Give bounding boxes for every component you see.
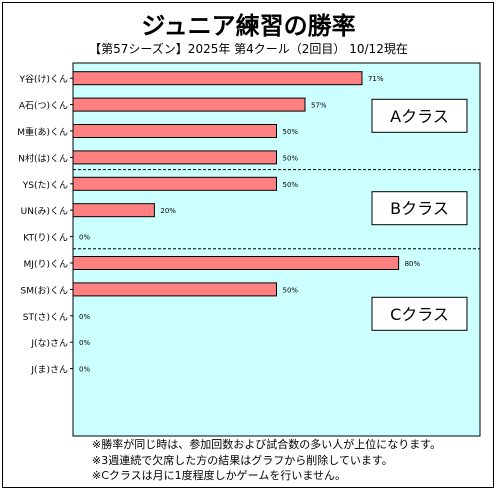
group-box-3 — [371, 296, 468, 331]
group-label-1: Aクラス — [390, 107, 449, 126]
footnote-c-class: ※Cクラスは月に1度程度しかゲームを行いません。 — [92, 469, 347, 482]
footnotes: ※勝率が同じ時は、参加回数および試合数の多い人が上位になります。 ※3週連続で欠… — [92, 437, 492, 484]
category-label: J(な)さん — [30, 338, 68, 349]
value-label: 50% — [283, 128, 299, 136]
category-label: J(ま)さん — [30, 365, 68, 376]
group-box-2 — [371, 191, 468, 226]
value-label: 57% — [311, 102, 327, 110]
category-label: N村(は)くん — [18, 152, 68, 164]
value-label: 20% — [160, 207, 176, 215]
bar — [72, 256, 400, 270]
bar — [72, 124, 277, 138]
value-label: 50% — [283, 154, 299, 162]
group-box-1 — [371, 98, 468, 133]
group-label-3: Cクラス — [390, 305, 449, 324]
value-label: 71% — [368, 75, 384, 83]
category-label: YS(た)くん — [22, 180, 68, 191]
value-label: 0% — [79, 339, 90, 347]
value-label: 80% — [405, 260, 421, 268]
group-label-2: Bクラス — [390, 199, 449, 218]
footnote-absence: ※3週連続で欠席した方の結果はグラフから削除しています。 — [92, 453, 393, 467]
category-label: ST(さ)くん — [23, 312, 68, 323]
category-label: A石(つ)くん — [19, 101, 68, 112]
category-label: UN(み)くん — [21, 206, 68, 217]
bar — [72, 150, 277, 165]
bar — [72, 282, 277, 297]
chart-subtitle: 【第57シーズン】2025年 第4クール（2回目） 10/12現在 — [89, 42, 408, 56]
value-label: 0% — [79, 366, 90, 374]
value-label: 0% — [79, 234, 90, 242]
footnote-tiebreak: ※勝率が同じ時は、参加回数および試合数の多い人が上位になります。 — [92, 438, 442, 451]
category-label: Y谷(け)くん — [18, 74, 68, 85]
value-label: 50% — [283, 286, 299, 294]
category-label: KT(り)くん — [23, 233, 68, 244]
value-label: 50% — [283, 181, 299, 189]
bar — [72, 71, 363, 86]
category-label: SM(お)くん — [20, 285, 68, 296]
chart-title: ジュニア練習の勝率 — [141, 12, 356, 40]
bar — [72, 176, 277, 191]
bar — [72, 203, 155, 218]
category-label: MJ(り)くん — [24, 259, 68, 270]
value-label: 0% — [79, 313, 90, 321]
bar — [72, 97, 306, 112]
category-label: M重(あ)くん — [17, 126, 68, 138]
